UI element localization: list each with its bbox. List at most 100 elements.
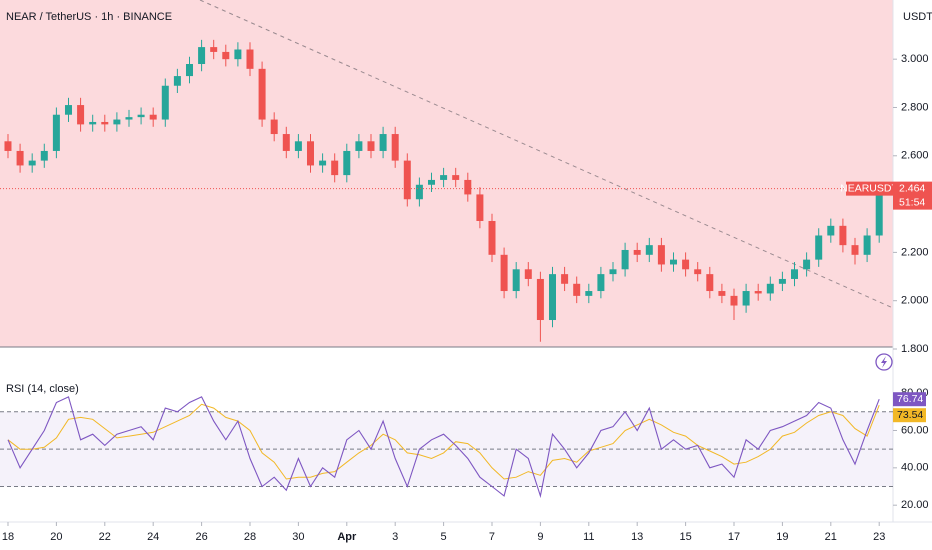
- candle-body: [766, 283, 774, 294]
- candle-body: [875, 188, 883, 236]
- candle-body: [645, 245, 653, 255]
- y-tick-label: 2.800: [901, 101, 929, 113]
- candle-body: [367, 141, 375, 151]
- x-tick-label: 9: [537, 531, 543, 543]
- candle-body: [657, 245, 665, 265]
- value-tag: [893, 392, 926, 407]
- candle-body: [827, 225, 835, 236]
- rsi-line: [7, 396, 880, 499]
- candle-body: [185, 64, 193, 77]
- candle-body: [427, 179, 435, 185]
- candle-body: [391, 134, 399, 161]
- candle-body: [64, 105, 72, 115]
- rsi-title: RSI (14, close): [6, 383, 79, 395]
- symbol-tag-label: NEARUSDT: [840, 182, 898, 194]
- candle-body: [52, 114, 60, 151]
- candle-body: [839, 225, 847, 246]
- candle-body: [718, 291, 726, 296]
- candle-body: [573, 283, 581, 296]
- candle-body: [609, 269, 617, 275]
- candle-body: [113, 119, 121, 125]
- candle-body: [815, 235, 823, 260]
- candle-body: [730, 295, 738, 306]
- candle-body: [246, 49, 254, 69]
- price-pane: [0, 0, 893, 347]
- y-tick-label: 20.00: [901, 499, 929, 511]
- candle-body: [452, 175, 460, 180]
- candle-body: [464, 179, 472, 195]
- price-tag: [893, 181, 932, 210]
- candle-body: [173, 76, 181, 86]
- x-tick-label: 18: [2, 531, 14, 543]
- candle-body: [137, 114, 145, 118]
- candle-body: [524, 269, 532, 279]
- candle-body: [670, 259, 678, 265]
- candle-body: [282, 134, 290, 151]
- candle-body: [488, 220, 496, 255]
- candle-body: [851, 245, 859, 255]
- x-tick-label: 23: [873, 531, 885, 543]
- x-tick-label: 24: [147, 531, 159, 543]
- alert-icon: [881, 356, 887, 368]
- y-tick-label: 60.00: [901, 424, 929, 436]
- x-tick-label: 22: [99, 531, 111, 543]
- candle-body: [621, 249, 629, 270]
- x-tick-label: 30: [292, 531, 304, 543]
- price-tag-label: 2.464: [899, 182, 925, 194]
- candle-body: [234, 49, 242, 60]
- candle-body: [500, 254, 508, 292]
- y-tick-label: 3.000: [901, 53, 929, 65]
- candle-body: [415, 184, 423, 200]
- candle-body: [343, 150, 351, 176]
- candle-body: [512, 269, 520, 292]
- candle-body: [210, 47, 218, 52]
- alert-icon[interactable]: [875, 353, 893, 371]
- x-tick-label: 21: [825, 531, 837, 543]
- candle-body: [778, 278, 786, 284]
- candle-body: [561, 274, 569, 284]
- candle-body: [331, 160, 339, 176]
- candle-body: [28, 160, 36, 166]
- candle-body: [319, 160, 327, 166]
- candle-body: [476, 194, 484, 221]
- candle-body: [125, 117, 133, 120]
- x-tick-label: 3: [392, 531, 398, 543]
- value-tag-label: 73.54: [897, 409, 923, 421]
- candle-body: [379, 134, 387, 151]
- candle-body: [694, 269, 702, 275]
- x-tick-label: 20: [50, 531, 62, 543]
- x-tick-label: 26: [195, 531, 207, 543]
- candle-body: [89, 121, 97, 125]
- y-tick-label: 1.800: [901, 343, 929, 355]
- candle-body: [198, 47, 206, 65]
- candle-body: [161, 85, 169, 120]
- value-tag-label: 76.74: [897, 393, 923, 405]
- x-tick-label: 5: [441, 531, 447, 543]
- candle-body: [270, 119, 278, 135]
- x-tick-label: 28: [244, 531, 256, 543]
- trend-line: [199, 0, 894, 309]
- countdown: 51:54: [899, 196, 925, 208]
- candle-body: [706, 274, 714, 292]
- candle-body: [101, 121, 109, 125]
- y-tick-label: 2.600: [901, 150, 929, 162]
- y-tick-label: 2.000: [901, 295, 929, 307]
- candle-body: [222, 51, 230, 60]
- y-tick-label: 40.00: [901, 462, 929, 474]
- candle-body: [40, 150, 48, 161]
- candle-body: [294, 141, 302, 151]
- candle-body: [633, 249, 641, 255]
- candle-body: [863, 235, 871, 255]
- value-tag: [893, 408, 926, 423]
- x-tick-label: 11: [583, 531, 594, 543]
- candle-body: [742, 291, 750, 306]
- candle-body: [803, 259, 811, 270]
- candle-body: [4, 141, 12, 151]
- candle-body: [536, 278, 544, 321]
- rsi-line: [7, 403, 880, 480]
- candle-body: [440, 175, 448, 180]
- x-tick-label: 15: [679, 531, 691, 543]
- candle-body: [149, 114, 157, 120]
- candle-body: [597, 274, 605, 292]
